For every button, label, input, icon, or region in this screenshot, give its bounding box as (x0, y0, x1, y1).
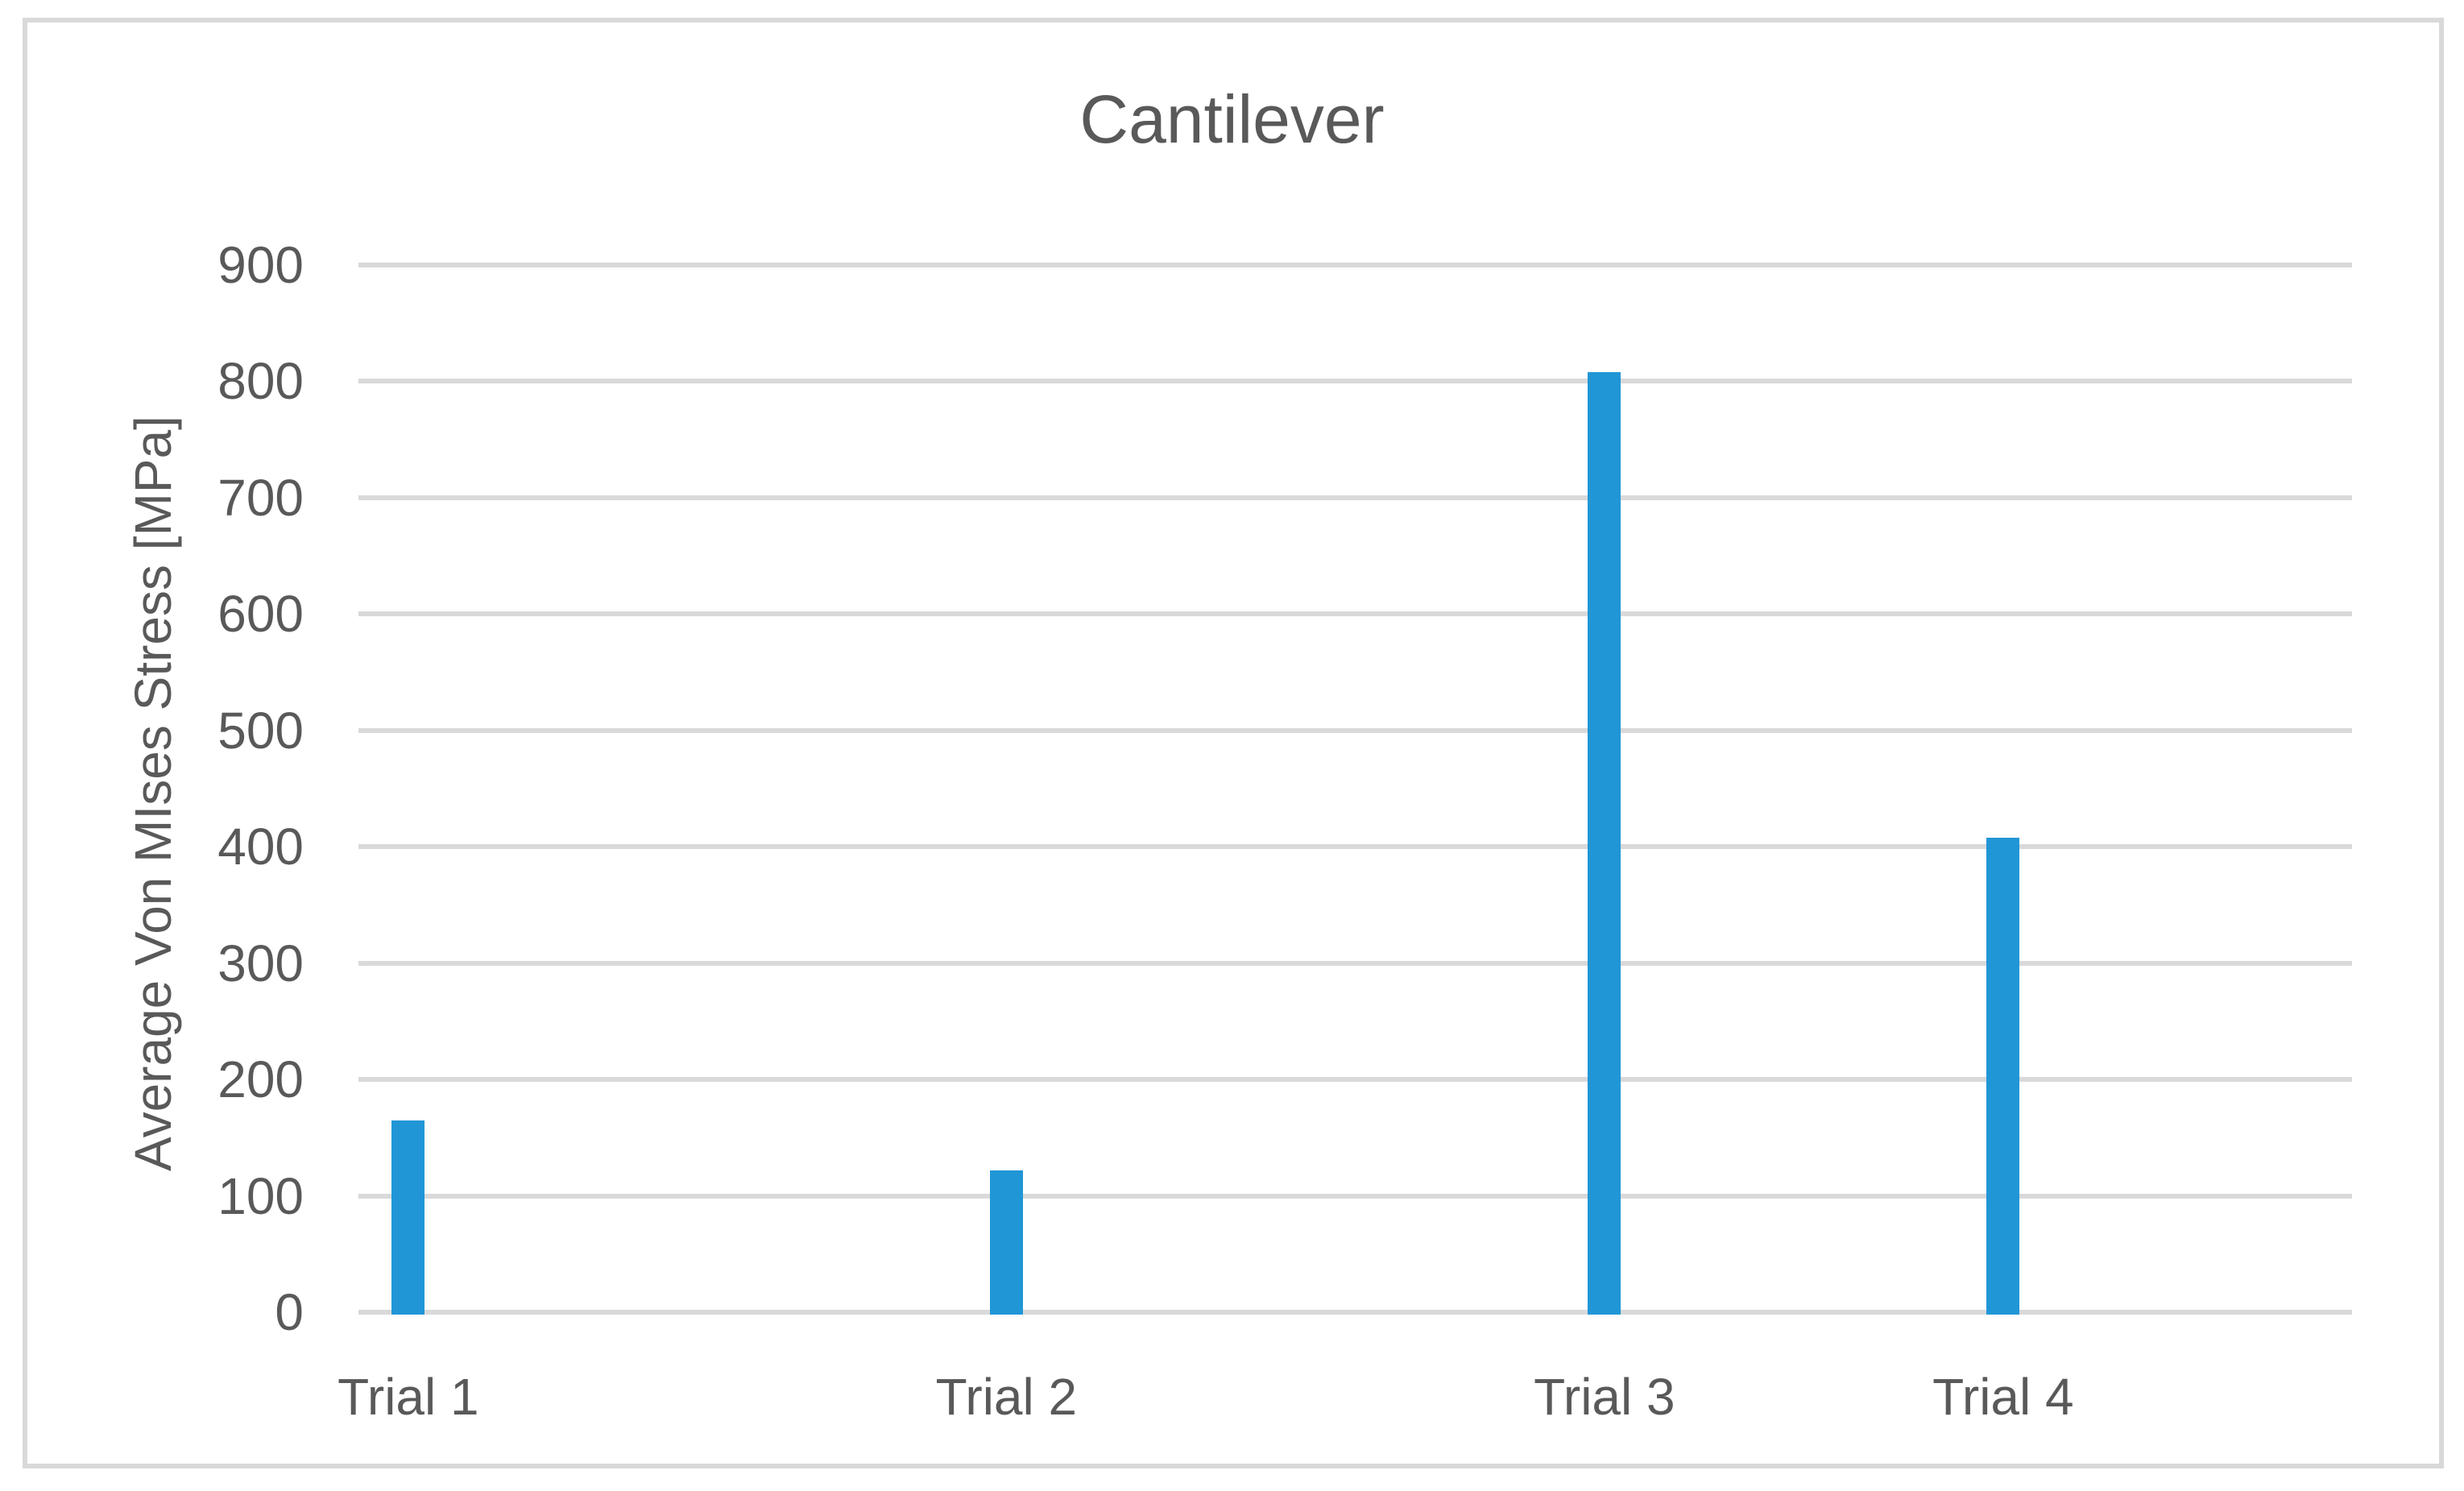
x-category-label: Trial 4 (1932, 1368, 2074, 1426)
x-category-label: Trial 2 (935, 1368, 1078, 1426)
x-category-label: Trial 1 (338, 1368, 479, 1426)
gridline (358, 727, 2352, 733)
bar-trial-2 (989, 1170, 1023, 1315)
y-tick-label: 200 (217, 1050, 304, 1109)
gridline (358, 1077, 2352, 1083)
y-tick-label: 600 (217, 585, 304, 644)
y-tick-label: 800 (217, 352, 304, 411)
y-tick-label: 0 (275, 1283, 304, 1341)
chart-frame (23, 18, 2444, 1468)
bar-trial-3 (1588, 371, 1621, 1315)
y-tick-label: 700 (217, 468, 304, 527)
bar-trial-4 (1986, 837, 2020, 1315)
bar-trial-1 (391, 1120, 425, 1315)
gridline (358, 611, 2352, 617)
gridline (358, 495, 2352, 500)
y-tick-label: 500 (217, 701, 304, 760)
gridline (358, 263, 2352, 267)
y-tick-label: 300 (217, 934, 304, 992)
y-tick-label: 100 (217, 1166, 304, 1225)
y-tick-label: 900 (217, 236, 304, 294)
gridline (358, 379, 2352, 384)
chart-title: Cantilever (1079, 81, 1385, 157)
gridline (358, 1310, 2352, 1315)
gridline (358, 844, 2352, 850)
y-tick-label: 400 (217, 818, 304, 876)
plot-area: 0 100 200 300 400 500 600 700 800 900 Trial 1 Trial… (217, 236, 2352, 1426)
x-category-label: Trial 3 (1534, 1368, 1675, 1426)
gridline (358, 1193, 2352, 1199)
gridline (358, 960, 2352, 966)
